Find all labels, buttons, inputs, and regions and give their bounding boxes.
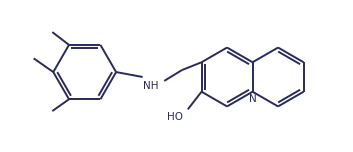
Text: HO: HO bbox=[167, 112, 183, 122]
Text: NH: NH bbox=[143, 81, 158, 91]
Text: N: N bbox=[249, 94, 256, 104]
